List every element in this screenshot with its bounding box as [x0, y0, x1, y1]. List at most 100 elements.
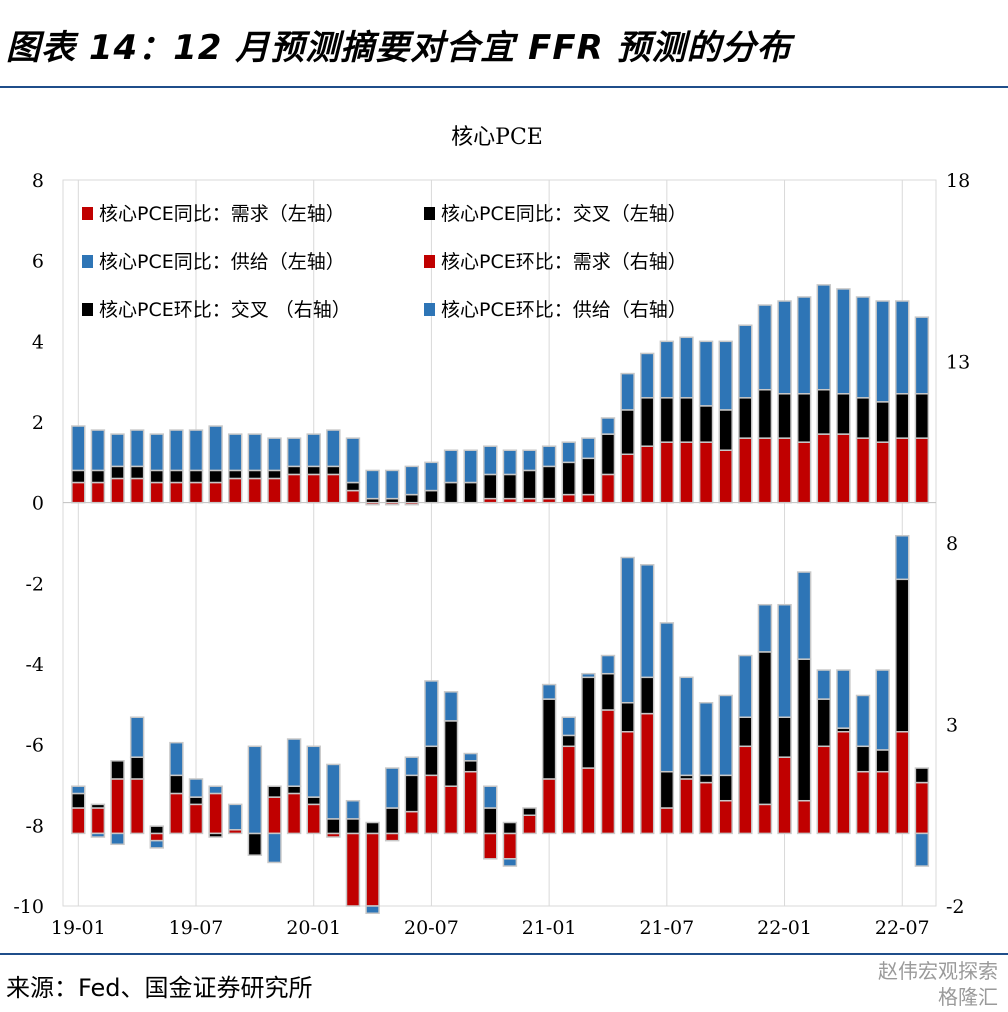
left-tick-label: -8: [25, 815, 44, 837]
mom-supply-bar: [639, 564, 655, 679]
mom-demand-bar: [659, 807, 675, 835]
plot-area: [62, 179, 937, 907]
legend-swatch: [424, 303, 435, 316]
mom-supply-bar: [345, 799, 361, 820]
right-tick-label: 8: [946, 533, 958, 555]
mom-cross-bar: [796, 658, 812, 802]
mom-supply-bar: [404, 756, 420, 777]
left-tick-label: -4: [25, 654, 44, 676]
legend-label: 核心PCE环比：供给（右轴）: [441, 299, 687, 321]
mom-supply-bar: [561, 716, 576, 737]
mom-supply-bar: [600, 654, 616, 675]
left-tick-label: -10: [13, 896, 44, 918]
mom-supply-bar: [914, 832, 930, 867]
yoy-supply-bar: [698, 340, 714, 407]
yoy-demand-bar: [679, 441, 694, 504]
yoy-demand-bar: [600, 473, 616, 504]
mom-cross-bar: [561, 734, 576, 748]
mom-demand-bar: [208, 792, 223, 835]
right-tick-label: 3: [946, 715, 958, 737]
mom-demand-bar: [90, 807, 106, 835]
mom-supply-bar: [796, 571, 812, 660]
mom-cross-bar: [600, 672, 616, 711]
mom-supply-bar: [306, 745, 321, 798]
yoy-demand-bar: [620, 453, 635, 504]
yoy-cross-bar: [267, 469, 282, 480]
legend-label: 核心PCE环比：需求（右轴）: [441, 251, 687, 273]
mom-demand-bar: [71, 807, 86, 835]
legend-swatch: [424, 207, 435, 220]
yoy-cross-bar: [914, 393, 930, 439]
footer-divider: [0, 953, 1008, 955]
x-tick-label: 21-07: [639, 917, 694, 939]
mom-supply-bar: [228, 803, 243, 831]
yoy-cross-bar: [228, 469, 243, 480]
yoy-cross-bar: [895, 393, 910, 439]
x-tick-label: 22-01: [757, 917, 812, 939]
yoy-demand-bar: [639, 445, 655, 504]
yoy-supply-bar: [757, 304, 773, 391]
yoy-demand-bar: [698, 441, 714, 504]
page-title: 图表 14：12 月预测摘要对合宜 FFR 预测的分布: [6, 28, 792, 68]
mom-cross-bar: [483, 807, 498, 835]
yoy-demand-bar: [247, 477, 263, 504]
yoy-cross-bar: [169, 469, 184, 484]
mom-supply-bar: [384, 767, 400, 809]
yoy-demand-bar: [718, 449, 733, 504]
mom-demand-bar: [502, 832, 518, 860]
mom-demand-bar: [306, 803, 321, 835]
mom-supply-bar: [110, 832, 125, 846]
mom-cross-bar: [463, 760, 478, 773]
yoy-supply-bar: [90, 429, 106, 472]
left-axis: 8 6 4 2 0 -2 -4 -6 -8 -10: [13, 170, 44, 918]
yoy-cross-bar: [129, 465, 145, 480]
yoy-cross-bar: [639, 397, 655, 447]
yoy-cross-bar: [698, 405, 714, 443]
yoy-supply-bar: [247, 433, 263, 472]
mom-cross-bar: [757, 651, 773, 806]
mom-demand-bar: [463, 770, 478, 835]
mom-cross-bar: [443, 720, 459, 787]
yoy-demand-bar: [169, 481, 184, 504]
yoy-cross-bar: [561, 461, 576, 496]
x-tick-label: 19-01: [51, 917, 106, 939]
yoy-supply-bar: [424, 461, 439, 492]
yoy-supply-bar: [541, 445, 557, 468]
yoy-supply-bar: [659, 340, 675, 399]
mom-cross-bar: [502, 821, 518, 835]
mom-supply-bar: [149, 839, 164, 849]
mom-demand-bar: [365, 832, 380, 907]
x-tick-label: 20-07: [404, 917, 459, 939]
x-axis: 19-01 19-07 20-01 20-07 21-01 21-07 22-01 22-07: [51, 917, 930, 939]
mom-cross-bar: [306, 796, 321, 806]
yoy-supply-bar: [345, 437, 361, 484]
yoy-supply-bar: [463, 449, 478, 484]
mom-demand-bar: [541, 778, 557, 835]
yoy-supply-bar: [738, 324, 753, 399]
yoy-demand-bar: [71, 481, 86, 504]
yoy-demand-bar: [306, 473, 321, 504]
mom-demand-bar: [816, 745, 832, 835]
mom-supply-bar: [738, 654, 753, 718]
yoy-supply-bar: [816, 284, 832, 391]
header-divider: [0, 86, 1008, 88]
yoy-supply-bar: [718, 340, 733, 411]
yoy-cross-bar: [522, 469, 537, 500]
mom-supply-bar: [365, 905, 380, 915]
yoy-supply-bar: [679, 336, 694, 399]
yoy-cross-bar: [541, 465, 557, 500]
mom-supply-bar: [836, 669, 851, 729]
mom-supply-bar: [90, 832, 106, 838]
mom-demand-bar: [679, 778, 694, 835]
mom-demand-bar: [169, 792, 184, 835]
mom-demand-bar: [777, 756, 792, 835]
mom-cross-bar: [424, 745, 439, 777]
legend: 核心PCE同比：需求（左轴） 核心PCE同比：交叉（左轴） 核心PCE同比：供给（左…: [82, 203, 687, 321]
yoy-supply-bar: [149, 433, 164, 472]
mom-supply-bar: [659, 622, 675, 773]
mom-cross-bar: [698, 774, 714, 784]
left-tick-label: -6: [25, 735, 44, 757]
yoy-supply-bar: [443, 449, 459, 484]
yoy-cross-bar: [836, 393, 851, 435]
